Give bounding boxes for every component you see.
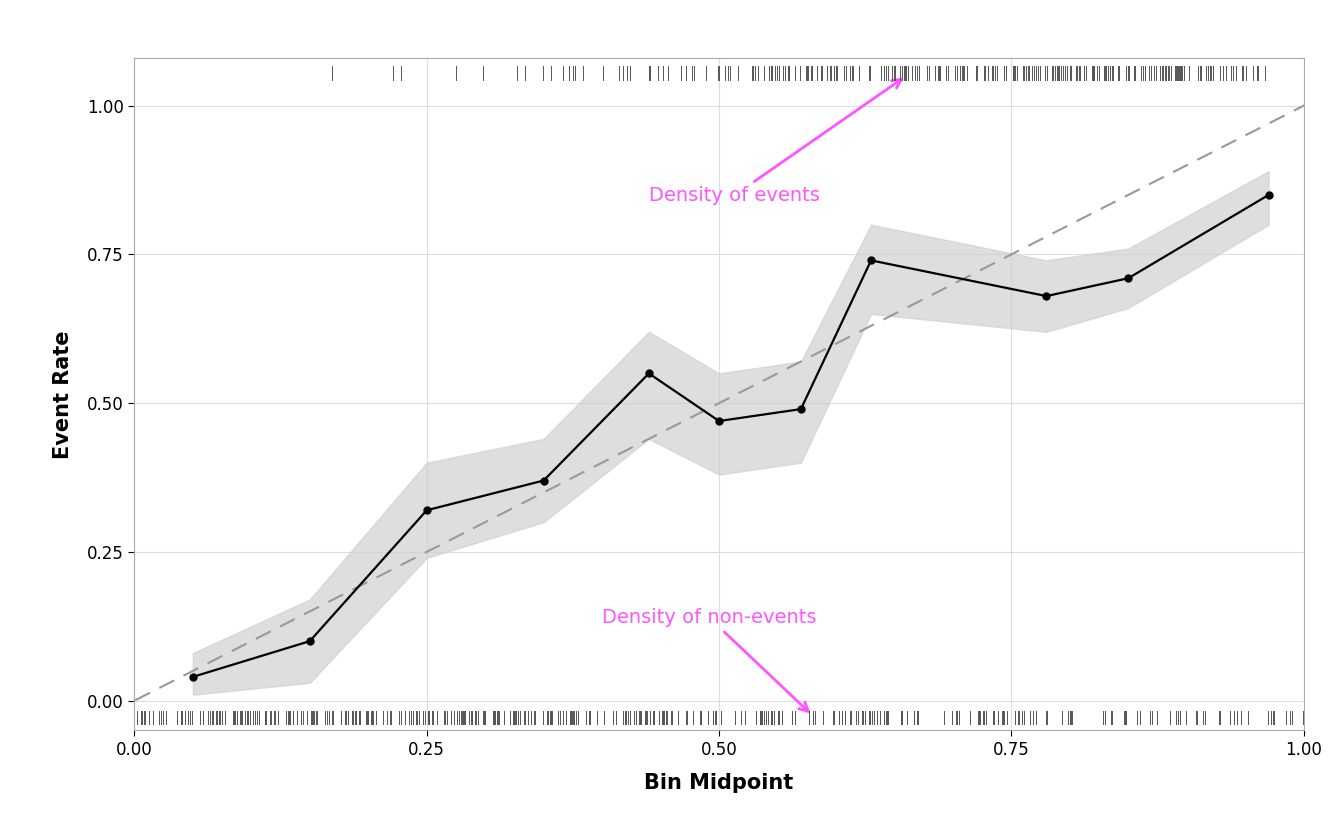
X-axis label: Bin Midpoint: Bin Midpoint: [644, 773, 794, 793]
Text: Density of events: Density of events: [649, 80, 902, 205]
Y-axis label: Event Rate: Event Rate: [54, 330, 73, 458]
Text: Density of non-events: Density of non-events: [602, 608, 817, 711]
